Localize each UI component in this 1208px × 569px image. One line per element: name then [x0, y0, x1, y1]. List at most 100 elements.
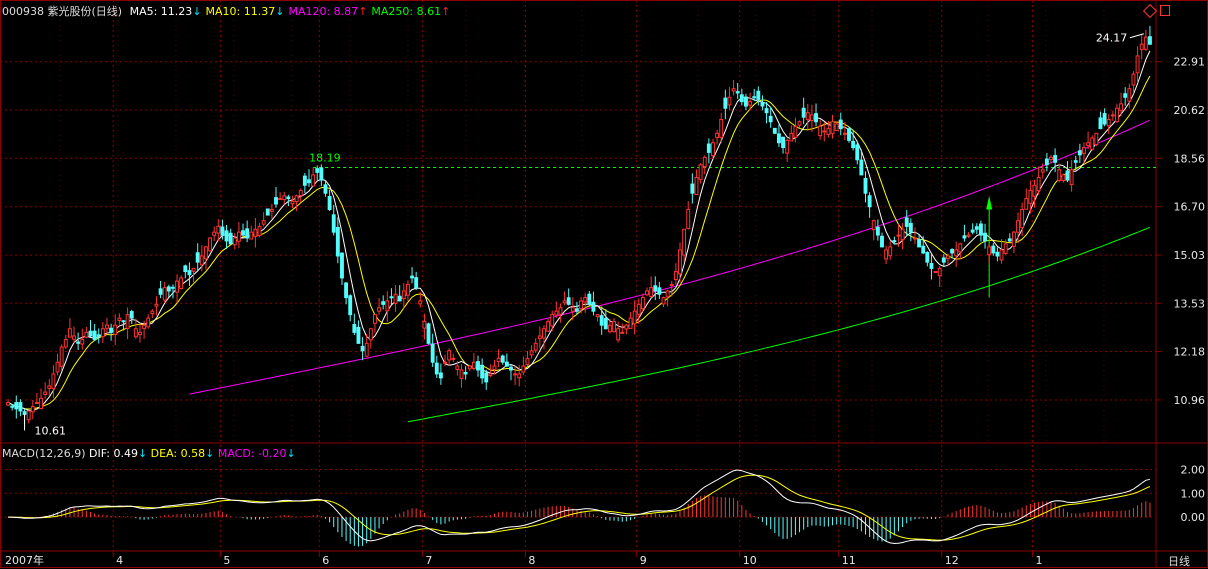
candle-body — [661, 297, 666, 305]
reference-line-label: 18.19 — [309, 152, 341, 165]
candle-body — [236, 231, 241, 242]
stock-name: 紫光股份 — [47, 5, 92, 18]
candle-body — [364, 342, 369, 357]
candle-body — [653, 285, 658, 292]
candle-body — [793, 125, 798, 138]
candle-body — [1119, 103, 1124, 111]
candle-body — [958, 243, 963, 253]
candle-body — [1143, 36, 1148, 50]
candle-body — [562, 300, 567, 304]
candle-body — [1028, 190, 1033, 204]
candle-body — [224, 230, 229, 242]
dif-arrow: ↓ — [137, 447, 148, 460]
ma-arrow: ↑ — [358, 5, 368, 18]
ma250-line — [407, 226, 1151, 423]
candle-body — [966, 234, 971, 237]
candle-body — [125, 314, 130, 329]
candle-body — [599, 315, 604, 326]
candle-body — [129, 311, 134, 319]
candle-body — [517, 373, 522, 379]
candle-body — [504, 361, 509, 367]
macd-tick-label: 1.00 — [1181, 487, 1206, 500]
price-tick-label: 12.18 — [1174, 346, 1206, 359]
candle-body — [47, 385, 52, 389]
candle-body — [286, 196, 291, 200]
dea-arrow: ↓ — [205, 447, 215, 460]
candle-body — [834, 123, 839, 132]
candle-body — [896, 234, 901, 237]
candle-body — [636, 303, 641, 315]
candle-body — [1135, 55, 1140, 74]
candle-body — [1086, 142, 1091, 146]
candle-body — [26, 410, 31, 421]
candle-body — [533, 342, 538, 351]
candle-body — [669, 283, 674, 286]
candle-body — [785, 139, 790, 154]
candle-body — [1090, 137, 1095, 150]
candlestick-series — [6, 25, 1152, 424]
candle-body — [694, 176, 699, 196]
macd-value: -0.20 — [258, 447, 287, 460]
dif-label: DIF: — [89, 447, 110, 460]
candle-body — [6, 401, 11, 406]
candle-body — [311, 174, 316, 187]
candle-body — [245, 228, 250, 239]
candle-body — [1110, 114, 1115, 117]
candle-body — [14, 402, 19, 410]
candle-body — [1011, 231, 1016, 247]
candle-body — [1115, 107, 1119, 123]
candle-body — [360, 345, 365, 352]
candle-body — [261, 220, 266, 225]
candle-body — [946, 255, 950, 260]
candle-body — [509, 366, 513, 371]
candle-body — [900, 228, 905, 241]
candle-body — [302, 175, 307, 186]
candle-body — [241, 230, 245, 236]
candle-body — [822, 130, 827, 133]
month-tick-label: 4 — [116, 554, 123, 567]
candle-body — [987, 246, 992, 256]
candle-body — [1069, 169, 1074, 185]
ma-arrow: ↓ — [192, 5, 202, 18]
candle-body — [451, 357, 456, 360]
candle-body — [529, 350, 534, 356]
candle-body — [76, 341, 81, 344]
candle-body — [171, 286, 175, 289]
candle-body — [715, 132, 720, 139]
candle-body — [368, 328, 373, 341]
ma-readout: MA5: 11.23↓ — [129, 5, 202, 18]
candle-body — [269, 208, 274, 212]
month-tick-label: 9 — [640, 554, 647, 567]
candle-body — [1020, 208, 1025, 229]
candle-body — [818, 125, 823, 137]
candle-body — [735, 91, 740, 94]
candle-body — [34, 401, 39, 404]
candle-body — [805, 112, 810, 121]
candle-body — [418, 300, 423, 305]
candle-body — [484, 372, 489, 383]
candle-body — [142, 324, 147, 329]
candle-body — [1049, 156, 1053, 161]
candle-body — [711, 142, 715, 157]
candle-body — [991, 245, 996, 254]
candle-body — [546, 321, 551, 332]
maximize-icon[interactable] — [1160, 5, 1170, 16]
candle-body — [587, 293, 592, 305]
candle-body — [257, 225, 262, 236]
candle-body — [917, 239, 922, 248]
price-tick-label: 20.62 — [1174, 104, 1206, 117]
candle-body — [208, 237, 212, 252]
macd-histogram — [11, 495, 1151, 547]
candle-body — [1061, 174, 1066, 182]
candle-body — [603, 318, 608, 330]
candle-body — [649, 287, 654, 297]
candle-body — [1065, 170, 1070, 181]
candle-body — [352, 324, 357, 333]
up-arrow-head — [986, 195, 993, 210]
candle-body — [673, 271, 678, 280]
candle-body — [175, 280, 180, 293]
candle-body — [282, 195, 287, 201]
candle-body — [138, 331, 142, 336]
candle-body — [888, 246, 893, 257]
